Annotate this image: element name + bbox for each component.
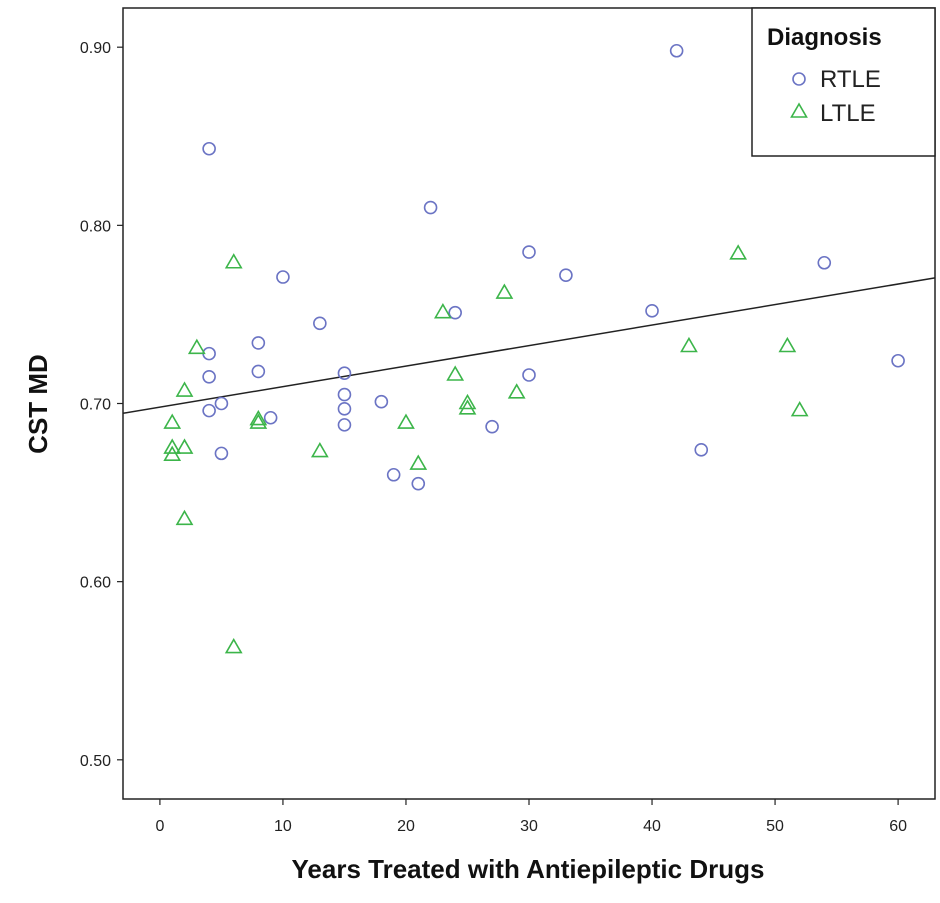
point-ltle	[507, 383, 526, 399]
y-tick-label: 0.60	[80, 575, 111, 592]
x-tick-label: 40	[643, 818, 661, 835]
point-ltle	[175, 381, 194, 397]
point-rtle	[202, 369, 216, 384]
y-tick-label: 0.70	[80, 397, 111, 414]
point-rtle	[251, 336, 266, 350]
axes: 0 10 20 30 40 50 60 0.50 0.60 0.70 0.80 0.90	[80, 40, 907, 835]
point-ltle	[310, 442, 329, 458]
point-ltle	[409, 454, 428, 470]
point-ltle	[790, 401, 809, 417]
x-tick-label: 60	[889, 818, 907, 835]
point-ltle	[175, 438, 194, 454]
y-axis-title: CST MD	[23, 354, 53, 454]
point-rtle	[386, 467, 401, 482]
point-rtle	[337, 387, 352, 402]
point-ltle	[778, 336, 797, 353]
plot-marks	[122, 43, 936, 654]
point-rtle	[891, 353, 905, 368]
legend-label-ltle: LTLE	[820, 100, 876, 127]
point-rtle	[411, 476, 426, 491]
point-rtle	[817, 255, 832, 270]
point-rtle	[337, 366, 352, 381]
legend-box	[751, 7, 936, 157]
point-rtle	[559, 268, 573, 283]
legend-circle-icon	[792, 72, 806, 86]
point-rtle	[313, 316, 327, 331]
legend-triangle-icon	[790, 102, 808, 118]
point-ltle	[729, 244, 748, 260]
point-ltle	[224, 637, 243, 654]
point-rtle	[276, 270, 290, 284]
point-rtle	[448, 305, 462, 320]
point-ltle	[458, 399, 477, 415]
point-rtle	[251, 364, 266, 379]
point-rtle	[214, 396, 229, 411]
point-ltle	[446, 365, 465, 381]
point-rtle	[337, 402, 352, 416]
x-tick-label: 50	[766, 818, 784, 835]
legend-title: Diagnosis	[767, 24, 882, 51]
point-ltle	[224, 253, 243, 269]
point-ltle	[187, 338, 206, 355]
point-rtle	[263, 410, 278, 425]
point-ltle	[495, 283, 514, 299]
point-ltle	[680, 336, 698, 353]
fit-line	[122, 277, 936, 415]
point-ltle	[458, 393, 477, 410]
point-rtle	[202, 403, 216, 418]
point-rtle	[485, 419, 499, 434]
x-tick-label: 30	[520, 818, 538, 835]
point-rtle	[423, 200, 438, 215]
legend-label-rtle: RTLE	[820, 66, 881, 93]
point-rtle	[645, 304, 659, 318]
point-ltle	[163, 413, 182, 429]
y-tick-label: 0.90	[80, 40, 111, 57]
point-ltle	[249, 413, 268, 429]
point-rtle	[337, 418, 352, 432]
x-tick-label: 10	[274, 818, 292, 835]
point-ltle	[433, 303, 452, 319]
point-rtle	[374, 394, 389, 409]
point-rtle	[522, 245, 536, 259]
point-ltle	[175, 509, 194, 526]
y-tick-label: 0.50	[80, 753, 111, 770]
point-rtle	[214, 446, 229, 461]
point-ltle	[249, 409, 268, 426]
x-tick-label: 0	[155, 818, 164, 835]
point-ltle	[163, 438, 182, 454]
x-tick-label: 20	[397, 818, 415, 835]
point-rtle	[202, 141, 216, 156]
x-axis-title: Years Treated with Antiepileptic Drugs	[292, 854, 765, 884]
point-rtle	[522, 368, 536, 382]
y-tick-label: 0.80	[80, 218, 111, 235]
legend: Diagnosis RTLE LTLE	[751, 7, 936, 157]
point-rtle	[669, 43, 684, 58]
point-rtle	[694, 443, 709, 457]
point-ltle	[397, 413, 415, 429]
